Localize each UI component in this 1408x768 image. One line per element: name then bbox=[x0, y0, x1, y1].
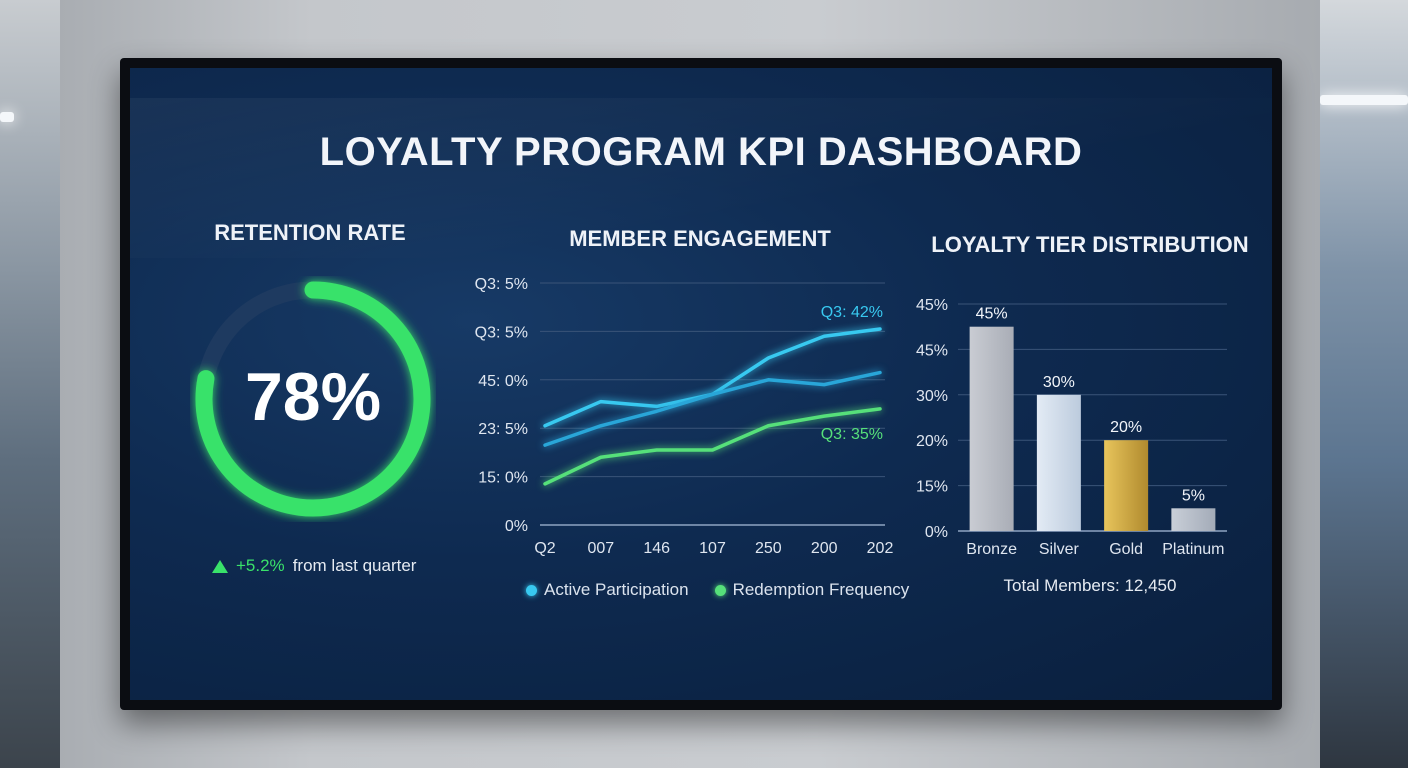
legend-label: Active Participation bbox=[544, 580, 689, 599]
x-tick-label: 200 bbox=[811, 540, 838, 557]
x-tick-label: Q2 bbox=[534, 540, 555, 557]
retention-value: 78% bbox=[244, 359, 382, 435]
x-tick-label: 007 bbox=[587, 540, 614, 557]
data-label: 45% bbox=[976, 306, 1008, 323]
ceiling-light bbox=[1320, 95, 1408, 105]
y-tick-label: 0% bbox=[505, 518, 528, 535]
engagement-line-chart: 0% 15: 0% 23: 5% 45: 0% Q3: 5% Q3: 5% Q2 007 146… bbox=[475, 276, 894, 557]
up-arrow-icon bbox=[212, 559, 228, 573]
series-line bbox=[543, 327, 882, 428]
tv-monitor: LOYALTY PROGRAM KPI DASHBOARD RETENTION … bbox=[120, 58, 1282, 710]
office-background-left bbox=[0, 0, 62, 768]
x-tick-label: 146 bbox=[643, 540, 670, 557]
y-tick-label: 15: 0% bbox=[478, 470, 528, 487]
bar-gold bbox=[1104, 440, 1149, 531]
y-tick-label: Q3: 5% bbox=[475, 276, 528, 293]
tiers-title: LOYALTY TIER DISTRIBUTION bbox=[931, 232, 1249, 257]
x-tick-label: 250 bbox=[755, 540, 782, 557]
x-tick-label: Bronze bbox=[966, 541, 1017, 558]
annotation-label: Q3: 42% bbox=[821, 304, 883, 321]
retention-gauge bbox=[195, 281, 431, 517]
y-tick-label: 45: 0% bbox=[478, 373, 528, 390]
y-tick-label: 15% bbox=[916, 479, 948, 496]
x-tick-label: 107 bbox=[699, 540, 726, 557]
series-line bbox=[543, 370, 882, 447]
ceiling-light bbox=[0, 112, 14, 122]
dashboard-title: LOYALTY PROGRAM KPI DASHBOARD bbox=[319, 130, 1083, 174]
retention-title: RETENTION RATE bbox=[214, 220, 406, 245]
engagement-title: MEMBER ENGAGEMENT bbox=[569, 226, 831, 251]
legend-item-redemption: Redemption Frequency bbox=[714, 580, 910, 600]
y-tick-label: 45% bbox=[916, 342, 948, 359]
retention-delta: +5.2% from last quarter bbox=[212, 556, 452, 576]
bar-silver bbox=[1036, 394, 1081, 531]
gauge-progress-arc bbox=[195, 281, 431, 517]
bar-platinum bbox=[1171, 508, 1216, 531]
legend-item-active: Active Participation bbox=[526, 580, 689, 600]
tier-bar-chart: 0% 15% 20% 30% 45% 45% 45% Bronze 30% Silver 20% Go… bbox=[916, 297, 1227, 558]
bar-bronze bbox=[969, 326, 1014, 531]
delta-value: +5.2% bbox=[236, 556, 285, 575]
y-tick-label: 0% bbox=[925, 524, 948, 541]
data-label: 20% bbox=[1110, 419, 1142, 436]
legend-label: Redemption Frequency bbox=[732, 580, 910, 599]
y-tick-label: 20% bbox=[916, 433, 948, 450]
data-label: 5% bbox=[1182, 487, 1205, 504]
office-background-right bbox=[1318, 0, 1408, 768]
x-tick-label: Platinum bbox=[1162, 541, 1224, 558]
legend-dot-icon bbox=[526, 584, 537, 596]
engagement-legend: Active Participation Redemption Frequenc… bbox=[526, 580, 909, 600]
data-label: 30% bbox=[1043, 374, 1075, 391]
y-tick-label: 30% bbox=[916, 388, 948, 405]
y-tick-label: 23: 5% bbox=[478, 421, 528, 438]
x-tick-label: 202 bbox=[867, 540, 894, 557]
legend-dot-icon bbox=[714, 584, 726, 596]
y-tick-label: 45% bbox=[916, 297, 948, 314]
annotation-label: Q3: 35% bbox=[821, 426, 883, 443]
dashboard-screen: LOYALTY PROGRAM KPI DASHBOARD RETENTION … bbox=[130, 68, 1272, 700]
y-tick-label: Q3: 5% bbox=[475, 324, 528, 341]
series-line bbox=[543, 407, 882, 486]
x-tick-label: Gold bbox=[1109, 541, 1143, 558]
x-tick-label: Silver bbox=[1039, 541, 1080, 558]
delta-text: from last quarter bbox=[292, 556, 417, 575]
total-members: Total Members: 12,450 bbox=[1003, 576, 1177, 595]
